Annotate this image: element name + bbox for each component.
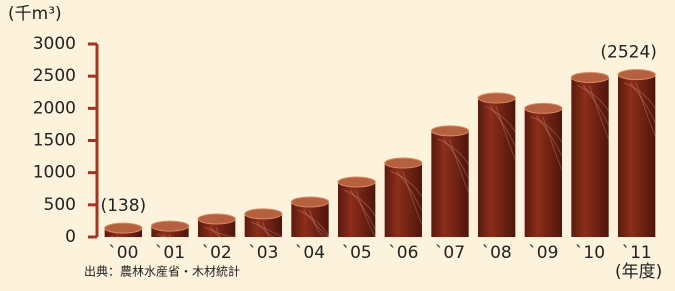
- x-tick-label: `11: [622, 243, 652, 263]
- source: 出典：農林水産省・木材統計: [84, 264, 240, 279]
- bar: [478, 98, 515, 237]
- bar-top: [618, 70, 655, 80]
- x-tick-label: `09: [528, 243, 558, 263]
- y-tick-label: 1500: [33, 131, 76, 151]
- bar-top: [478, 93, 515, 103]
- x-tick-label: `10: [575, 243, 605, 263]
- x-label: (年度): [615, 262, 662, 282]
- bar-top: [245, 209, 282, 219]
- value-label: (2524): [600, 43, 657, 63]
- y-tick-label: 500: [44, 195, 76, 215]
- bar: [525, 108, 562, 237]
- x-tick-label: `04: [295, 243, 325, 263]
- y-tick-label: 2000: [33, 98, 76, 118]
- bar: [571, 77, 608, 237]
- bar-top: [198, 214, 235, 224]
- x-tick-label: `05: [342, 243, 372, 263]
- bar-top: [525, 103, 562, 113]
- bar-top: [385, 158, 422, 168]
- bar: [338, 182, 375, 237]
- value-label: (138): [100, 196, 146, 216]
- y-tick-label: 0: [65, 227, 76, 247]
- x-tick-label: `07: [435, 243, 465, 263]
- bar-top: [291, 197, 328, 207]
- bar-top: [151, 221, 188, 231]
- x-tick-label: `03: [248, 243, 278, 263]
- bar-top: [571, 72, 608, 82]
- bar-top: [105, 223, 142, 233]
- y-tick-label: 2500: [33, 66, 76, 86]
- bar: [618, 75, 655, 237]
- chart: (千m³) (年度) 出典：農林水産省・木材統計 0 500 1000 1500 200…: [0, 0, 675, 291]
- bar-top: [338, 177, 375, 187]
- x-tick-label: `02: [202, 243, 232, 263]
- y-tick-label: 1000: [33, 163, 76, 183]
- page: (千m³) (年度) 出典：農林水産省・木材統計 0 500 1000 1500 200…: [0, 0, 675, 291]
- y-tick-label: 3000: [33, 34, 76, 54]
- x-tick-label: `08: [482, 243, 512, 263]
- x-tick-label: `06: [388, 243, 418, 263]
- y-unit: (千m³): [8, 4, 62, 24]
- x-tick-label: `01: [155, 243, 185, 263]
- bar-top: [431, 126, 468, 136]
